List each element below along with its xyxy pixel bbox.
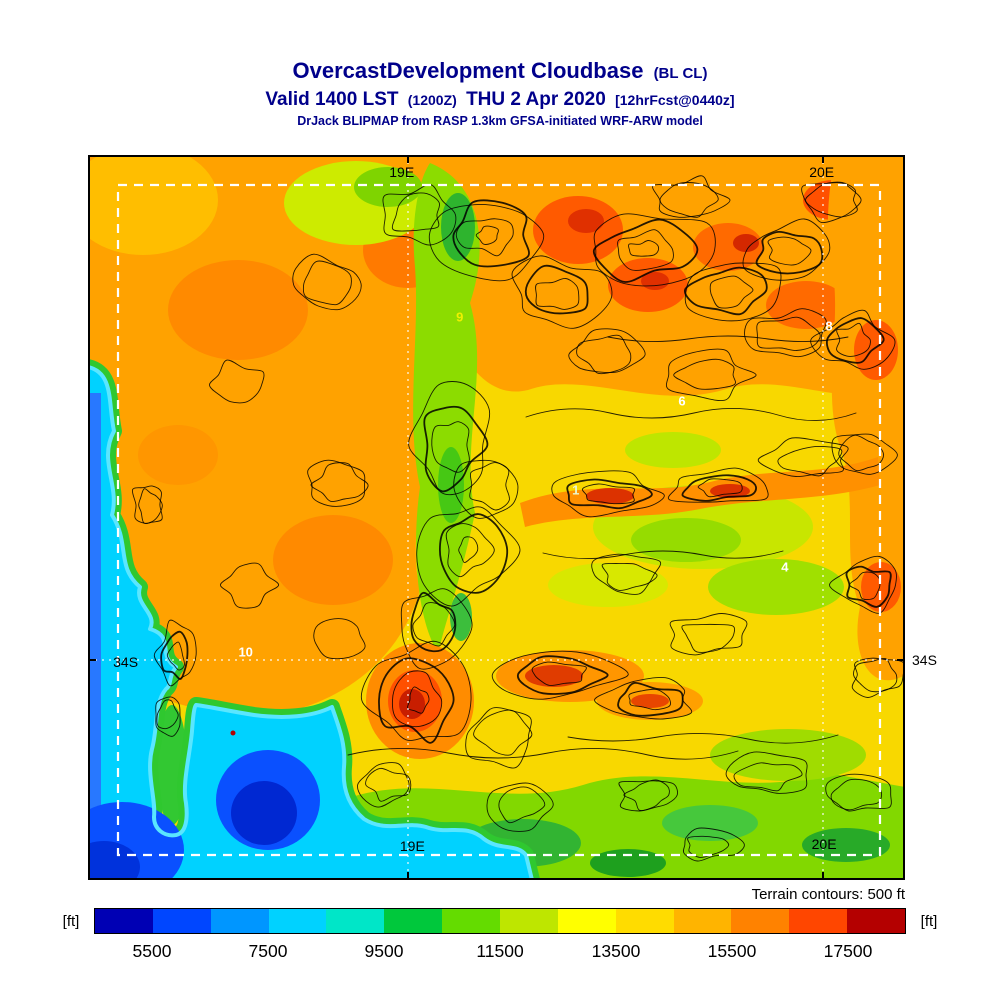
domain-boundary-dashed	[116, 183, 882, 857]
header: OvercastDevelopment Cloudbase (BL CL) Va…	[0, 58, 1000, 128]
colorbar-segment	[673, 909, 732, 933]
colorbar-tick-label: 11500	[476, 941, 524, 961]
graticule	[88, 155, 905, 880]
colorbar-unit-right: [ft]	[920, 912, 938, 930]
bay-marker-dot	[230, 730, 236, 736]
colorbar-segment	[268, 909, 327, 933]
deep-ocean	[88, 393, 320, 880]
terrain-contour-note: Terrain contours: 500 ft	[751, 886, 905, 903]
title-suffix: (BL CL)	[653, 65, 708, 82]
colorbar-unit-left: [ft]	[62, 912, 80, 930]
colorbar-segment	[847, 909, 906, 933]
colorbar-tick-row: 5500 7500 9500 11500 13500 15500 17500	[94, 941, 906, 962]
page-title: OvercastDevelopment Cloudbase (BL CL)	[0, 58, 1000, 84]
valid-date: THU 2 Apr 2020	[466, 89, 606, 110]
valid-zulu: (1200Z)	[407, 92, 457, 108]
colorbar-tick-label: 17500	[823, 941, 873, 961]
map-frame	[88, 155, 905, 880]
colorbar-tick-label: 7500	[248, 941, 288, 961]
colorbar-tick-label: 5500	[132, 941, 172, 961]
colorbar	[94, 908, 906, 934]
colorbar-tick-label: 15500	[707, 941, 757, 961]
ocean	[88, 367, 532, 880]
colorbar-segment	[500, 909, 558, 933]
colorbar-segment	[210, 909, 269, 933]
map-svg	[88, 155, 905, 880]
colorbar-tick-label: 13500	[591, 941, 641, 961]
colorbar-segment	[152, 909, 211, 933]
long-contour-lines	[347, 335, 857, 760]
colorbar-segment	[95, 909, 153, 933]
title-text: OvercastDevelopment Cloudbase	[292, 58, 644, 83]
map-area: 19E 20E 34S 19E 20E 9 8 6 1 4 10 34S	[88, 155, 937, 880]
lat-label-right: 34S	[912, 652, 937, 669]
colorbar-tick-label: 9500	[364, 941, 404, 961]
colorbar-segment	[789, 909, 848, 933]
colorbar-segment	[384, 909, 443, 933]
colorbar-segment	[557, 909, 616, 933]
valid-time: Valid 1400 LST	[265, 89, 399, 110]
colorbar-segment	[442, 909, 501, 933]
colorbar-segment	[615, 909, 674, 933]
model-line: DrJack BLIPMAP from RASP 1.3km GFSA-init…	[297, 114, 703, 128]
forecast-init: [12hrFcst@0440z]	[615, 92, 735, 108]
colorbar-row: [ft] [ft]	[56, 908, 944, 934]
shoreline	[88, 365, 534, 880]
colorbar-segment	[731, 909, 790, 933]
terrain-contours	[131, 175, 905, 862]
valid-line: Valid 1400 LST (1200Z) THU 2 Apr 2020 [1…	[0, 89, 1000, 111]
colorbar-segment	[326, 909, 385, 933]
